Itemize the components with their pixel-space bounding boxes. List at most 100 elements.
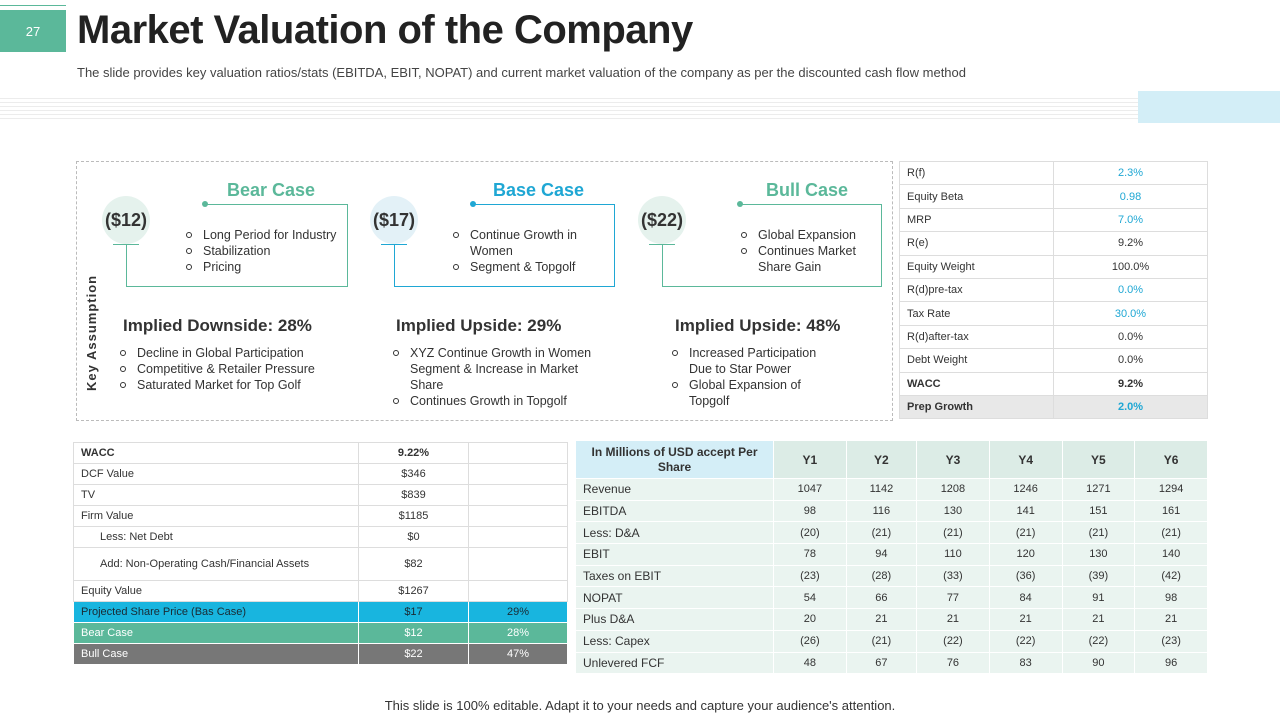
financial-row-label: Unlevered FCF [575,651,774,675]
financial-cell: 77 [916,586,990,610]
financial-cell: 151 [1061,499,1136,523]
rate-value: 2.0% [1053,394,1208,420]
financial-cell: (23) [773,564,847,588]
rate-label: Equity Beta [899,184,1054,209]
list-item: Segment & Topgolf [453,259,603,275]
rate-value: 7.0% [1053,207,1208,233]
rate-value: 0.0% [1053,348,1208,373]
table-row: R(e) 9.2% [899,231,1208,256]
rate-label: R(d)after-tax [899,324,1054,350]
bull-case-price: ($22) [638,196,686,244]
financial-cell: 98 [1134,586,1208,610]
rate-value: 30.0% [1053,301,1208,326]
valuation-label: Bull Case [73,643,359,665]
valuation-extra [468,526,568,548]
financial-cell: 98 [773,499,847,523]
page-subtitle: The slide provides key valuation ratios/… [77,65,966,80]
financial-row-label: Plus D&A [575,608,774,631]
rate-label: WACC [899,371,1054,396]
list-item: Increased Participation Due to Star Powe… [672,345,832,377]
table-row: Taxes on EBIT (23) (28) (33) (36) (39) (42) [575,564,1208,588]
rate-value: 0.0% [1053,324,1208,350]
financial-cell: (33) [916,564,990,588]
valuation-label: Add: Non-Operating Cash/Financial Assets [73,547,359,581]
rate-label: Debt Weight [899,348,1054,373]
bear-case-bullets: Long Period for Industry Stabilization P… [186,227,346,275]
table-row: Prep Growth 2.0% [899,394,1208,420]
bull-case-bullets: Global Expansion Continues Market Share … [741,227,871,275]
base-case-price: ($17) [370,196,418,244]
financial-cell: (21) [1134,521,1208,545]
valuation-label: WACC [73,442,359,464]
year-header: Y1 [773,440,847,479]
valuation-extra: 29% [468,601,568,623]
financial-row-label: Revenue [575,478,774,501]
table-row: Less: Capex (26) (21) (22) (22) (22) (23) [575,629,1208,653]
table-row: R(f) 2.3% [899,160,1208,186]
list-item: Decline in Global Participation [120,345,375,361]
decorative-lines [0,98,1280,120]
table-row: NOPAT 54 66 77 84 91 98 [575,586,1208,610]
table-row: Projected Share Price (Bas Case) $17 29% [73,601,568,623]
base-case-connector-top [473,204,615,287]
financial-cell: (22) [988,629,1063,653]
rate-label: R(d)pre-tax [899,277,1054,303]
financial-cell: 140 [1134,543,1208,566]
table-row: Plus D&A 20 21 21 21 21 21 [575,608,1208,631]
base-case-bullets: Continue Growth in Women Segment & Topgo… [453,227,603,275]
financial-cell: 76 [916,651,990,675]
list-item: Stabilization [186,243,346,259]
valuation-extra [468,547,568,581]
year-header: Y2 [845,440,918,479]
financial-cell: (39) [1061,564,1136,588]
valuation-value: $0 [358,526,469,548]
bull-case-connector-top [740,204,882,287]
financial-cell: 21 [916,608,990,631]
rate-label: R(f) [899,160,1054,186]
table-row: Equity Value $1267 [73,580,568,602]
valuation-extra: 28% [468,622,568,644]
financial-cell: 83 [988,651,1063,675]
base-implied: Implied Upside: 29% [396,316,562,335]
valuation-label: DCF Value [73,463,359,485]
financial-cell: 67 [845,651,918,675]
table-row: Tax Rate 30.0% [899,301,1208,326]
rate-value: 9.2% [1053,231,1208,256]
table-row: Firm Value $1185 [73,505,568,527]
financial-cell: 96 [1134,651,1208,675]
financial-cell: (21) [1061,521,1136,545]
valuation-label: Bear Case [73,622,359,644]
financial-cell: 91 [1061,586,1136,610]
bull-case-title: Bull Case [766,180,849,200]
financial-cell: 78 [773,543,847,566]
table-row: WACC 9.2% [899,371,1208,396]
table-header-row: In Millions of USD accept Per Share Y1 Y… [575,440,1208,479]
rate-label: Prep Growth [899,394,1054,420]
rate-value: 100.0% [1053,254,1208,279]
financial-cell: 84 [988,586,1063,610]
financial-cell: 48 [773,651,847,675]
list-item: Continues Market Share Gain [741,243,871,275]
financial-cell: 21 [988,608,1063,631]
bear-assumptions: Decline in Global Participation Competit… [120,345,375,393]
valuation-label: Firm Value [73,505,359,527]
table-row: Debt Weight 0.0% [899,348,1208,373]
rate-value: 0.0% [1053,277,1208,303]
key-assumption-label: Key Assumption [84,274,99,391]
valuation-label: Equity Value [73,580,359,602]
table-row: Equity Weight 100.0% [899,254,1208,279]
table-row: Unlevered FCF 48 67 76 83 90 96 [575,651,1208,675]
base-assumptions: XYZ Continue Growth in Women Segment & I… [393,345,593,409]
financial-cell: 94 [845,543,918,566]
financial-cell: (22) [916,629,990,653]
financial-row-label: EBITDA [575,499,774,523]
valuation-value: $17 [358,601,469,623]
table-row: Equity Beta 0.98 [899,184,1208,209]
list-item: Pricing [186,259,346,275]
financial-cell: 1246 [988,478,1063,501]
valuation-label: Less: Net Debt [73,526,359,548]
valuation-extra [468,505,568,527]
valuation-extra [468,484,568,506]
financial-cell: (21) [988,521,1063,545]
bull-case-tick [649,244,675,245]
